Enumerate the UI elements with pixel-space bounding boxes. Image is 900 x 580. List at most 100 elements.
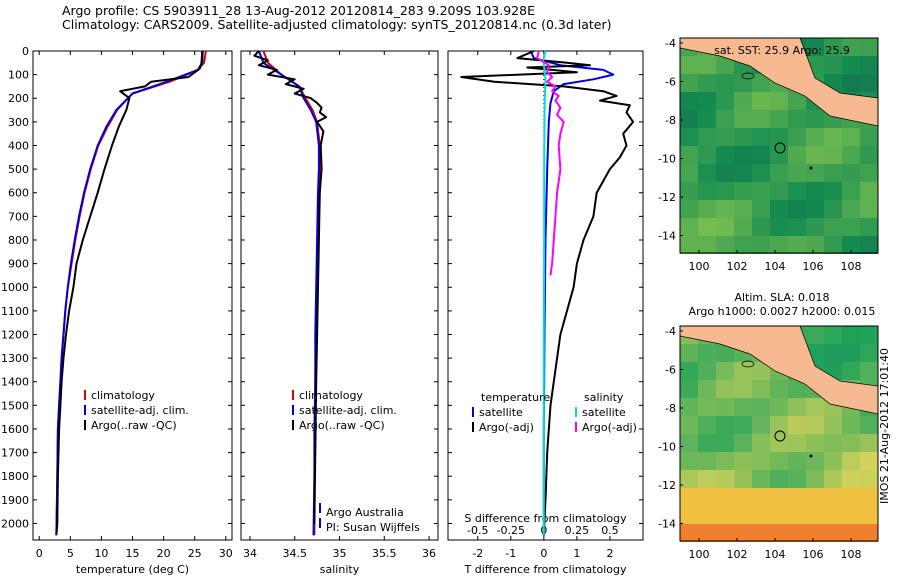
salinity-axis-label: salinity — [320, 563, 360, 576]
map-cell — [734, 470, 752, 488]
map-lon-label: 100 — [689, 260, 710, 273]
map-cell — [824, 470, 842, 488]
map-cell — [806, 416, 824, 434]
map-cell — [824, 434, 842, 452]
map-cell — [806, 236, 824, 254]
map-cell — [824, 236, 842, 254]
map-cell — [860, 488, 878, 506]
map-cell — [770, 236, 788, 254]
map-cell — [842, 182, 860, 200]
salinity-series-1 — [257, 50, 320, 536]
map-lon-label: 100 — [689, 548, 710, 561]
map-cell — [824, 164, 842, 182]
depth-tick-label: 1400 — [1, 376, 29, 389]
map-cell — [806, 470, 824, 488]
map-cell — [860, 506, 878, 524]
map-cell — [734, 488, 752, 506]
map-cell — [824, 56, 842, 74]
map-cell — [734, 200, 752, 218]
island-outline — [741, 72, 755, 80]
map-lon-label: 104 — [765, 548, 786, 561]
map-cell — [716, 506, 734, 524]
map-cell — [716, 110, 734, 128]
map-lon-label: 108 — [841, 260, 862, 273]
map-cell — [788, 416, 806, 434]
map-cell — [788, 434, 806, 452]
map-cell — [842, 200, 860, 218]
differences-xtick-label: 2 — [606, 547, 613, 560]
differences-series-2 — [542, 50, 547, 536]
temperature-legend-label: satellite-adj. clim. — [91, 404, 189, 417]
map-cell — [860, 200, 878, 218]
profile-location-marker — [774, 142, 786, 154]
depth-tick-label: 700 — [8, 210, 29, 223]
map-cell — [860, 38, 878, 56]
sdiff-tick-label: -0.25 — [497, 524, 525, 537]
map-cell — [806, 218, 824, 236]
map-cell — [752, 200, 770, 218]
map-cell — [806, 38, 824, 56]
map-cell — [680, 128, 698, 146]
map-cell — [824, 452, 842, 470]
tdiff-legend-label: satellite — [479, 406, 523, 419]
map-cell — [734, 398, 752, 416]
map-lon-label: 102 — [727, 548, 748, 561]
differences-xtick-label: 1 — [573, 547, 580, 560]
map-cell — [716, 452, 734, 470]
map-cell — [716, 146, 734, 164]
map-cell — [860, 344, 878, 362]
map-cell — [806, 110, 824, 128]
salinity-series-2 — [253, 50, 328, 524]
map-cell — [806, 164, 824, 182]
sdiff-tick-label: -0.5 — [467, 524, 488, 537]
salinity-xtick-label: 34 — [243, 547, 257, 560]
map-cell — [806, 326, 824, 344]
depth-tick-label: 600 — [8, 187, 29, 200]
map-cell — [806, 146, 824, 164]
map-cell — [698, 200, 716, 218]
map-cell — [788, 218, 806, 236]
depth-tick-label: 900 — [8, 258, 29, 271]
map-cell — [680, 182, 698, 200]
map-cell — [860, 452, 878, 470]
map-lat-label: -4 — [665, 37, 676, 50]
map-cell — [698, 434, 716, 452]
map-cell — [770, 398, 788, 416]
map-cell — [734, 218, 752, 236]
map-cell — [698, 470, 716, 488]
sdiff-tick-label: 0.25 — [565, 524, 590, 537]
differences-xtick-label: 0 — [540, 547, 547, 560]
map-cell — [806, 200, 824, 218]
map-cell — [680, 452, 698, 470]
salinity-xtick-label: 35.5 — [372, 547, 397, 560]
map-cell — [788, 452, 806, 470]
map-cell — [824, 146, 842, 164]
map-lat-label: -6 — [665, 76, 676, 89]
map-cell — [806, 506, 824, 524]
map-cell — [680, 434, 698, 452]
credit-annotation: Argo Australia — [326, 506, 404, 519]
map-cell — [860, 74, 878, 92]
landmass — [679, 37, 879, 127]
map-cell — [716, 434, 734, 452]
differences-series-3 — [536, 50, 565, 276]
map-cell — [824, 218, 842, 236]
map-cell — [788, 470, 806, 488]
temperature-series-0 — [55, 50, 207, 536]
map-cell — [698, 452, 716, 470]
map-cell — [752, 236, 770, 254]
map-cell — [698, 506, 716, 524]
map-cell — [734, 92, 752, 110]
map-cell — [788, 146, 806, 164]
map-lat-label: -4 — [665, 325, 676, 338]
map-cell — [860, 236, 878, 254]
map-cell — [698, 128, 716, 146]
salinity-legend-label: Argo(..raw -QC) — [299, 419, 385, 432]
depth-tick-label: 1700 — [1, 447, 29, 460]
map-cell — [698, 488, 716, 506]
map-cell — [716, 236, 734, 254]
map-cell — [860, 218, 878, 236]
map-cell — [788, 92, 806, 110]
map-cell — [752, 380, 770, 398]
map-cell — [770, 506, 788, 524]
